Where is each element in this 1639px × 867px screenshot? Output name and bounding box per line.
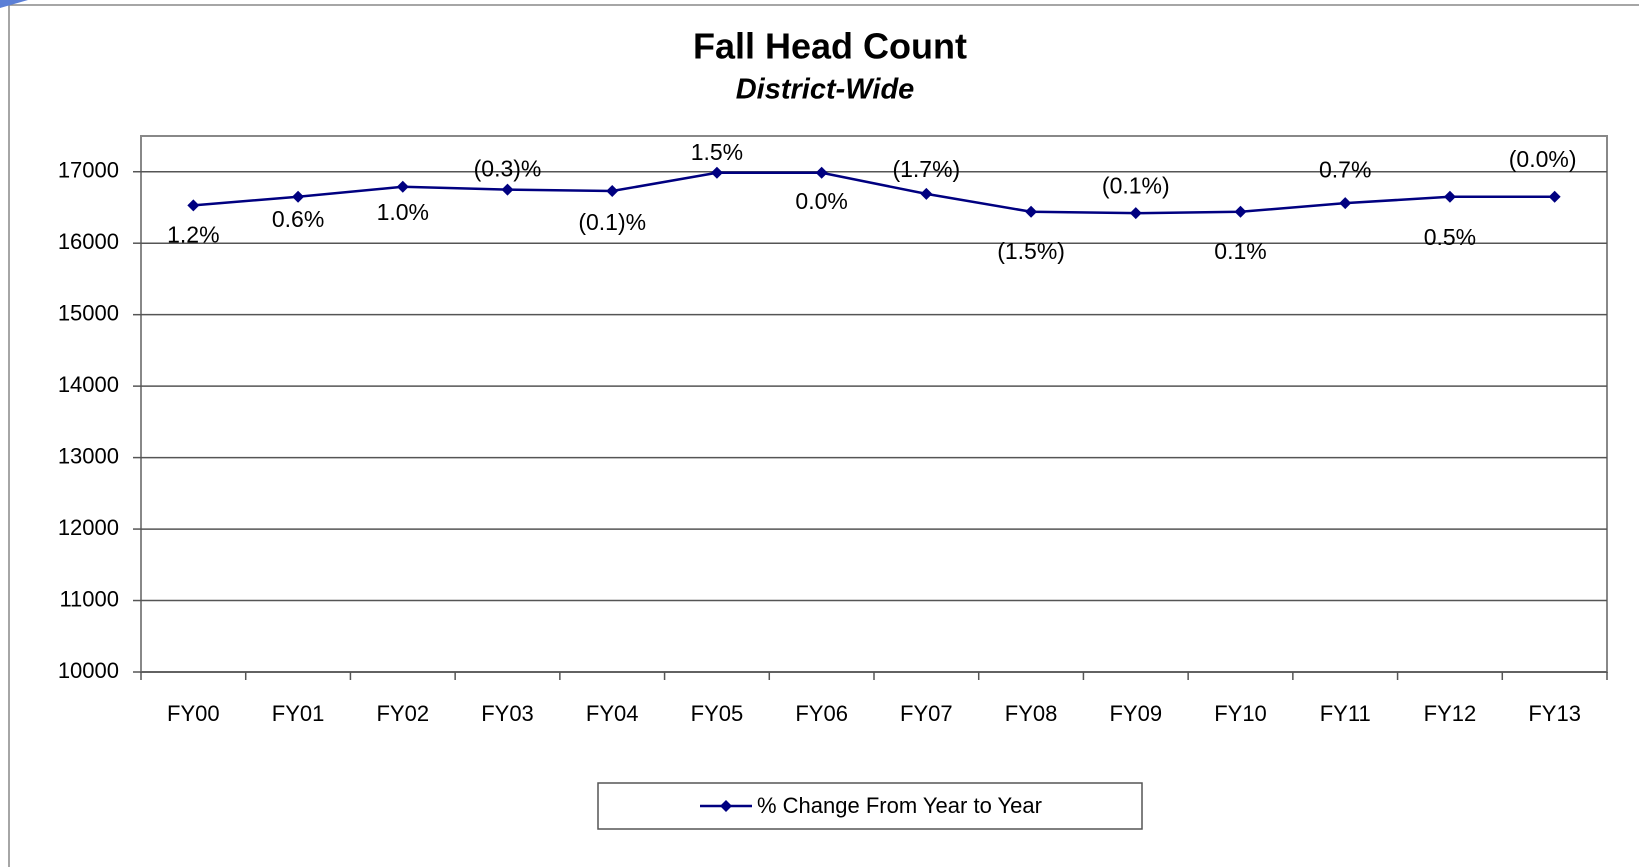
- x-tick-label: FY11: [1320, 701, 1371, 726]
- x-tick-label: FY08: [1005, 701, 1058, 726]
- change-label: 0.6%: [272, 206, 324, 232]
- data-point: [396, 180, 409, 193]
- legend-box: [597, 782, 1143, 830]
- change-label: (0.3)%: [474, 156, 542, 182]
- data-point: [710, 166, 723, 179]
- chart-subtitle: District-Wide: [736, 74, 915, 106]
- data-point: [1339, 197, 1352, 210]
- plot-area: [140, 135, 1608, 673]
- change-label: (1.7%): [892, 156, 960, 182]
- x-tick-label: FY10: [1214, 701, 1267, 726]
- x-tick-label: FY01: [272, 701, 325, 726]
- data-point: [920, 187, 933, 200]
- x-tick-label: FY12: [1424, 701, 1477, 726]
- x-tick-label: FY04: [586, 701, 639, 726]
- data-point: [187, 199, 200, 212]
- x-tick-label: FY06: [795, 701, 848, 726]
- data-point: [292, 190, 305, 203]
- data-point: [1234, 205, 1247, 218]
- change-label: 0.0%: [795, 188, 847, 214]
- legend-label: % Change From Year to Year: [757, 793, 1042, 818]
- legend-marker: [720, 800, 732, 812]
- y-tick-label: 15000: [58, 300, 119, 325]
- x-tick-label: FY09: [1109, 701, 1162, 726]
- data-point: [1443, 190, 1456, 203]
- change-label: 0.7%: [1319, 156, 1371, 182]
- x-tick-label: FY13: [1528, 701, 1581, 726]
- x-tick-label: FY02: [376, 701, 429, 726]
- y-tick-label: 13000: [58, 443, 119, 468]
- change-label: 0.1%: [1214, 238, 1266, 264]
- x-tick-label: FY03: [481, 701, 534, 726]
- y-tick-label: 10000: [58, 658, 119, 683]
- data-point: [1548, 190, 1561, 203]
- chart-frame: [8, 4, 1639, 867]
- chart-title: Fall Head Count: [693, 26, 967, 67]
- y-tick-label: 17000: [58, 158, 119, 183]
- y-tick-label: 11000: [59, 586, 119, 611]
- change-label: 1.2%: [167, 221, 219, 247]
- change-label: 0.5%: [1424, 224, 1476, 250]
- data-point: [606, 185, 619, 198]
- data-point: [501, 183, 514, 196]
- series-line: [193, 171, 1555, 215]
- data-point: [815, 166, 828, 179]
- y-tick-label: 12000: [58, 515, 119, 540]
- change-label: 1.5%: [691, 139, 743, 165]
- change-label: (1.5%): [997, 238, 1065, 264]
- data-point: [1129, 207, 1142, 220]
- change-label: (0.1%): [1102, 172, 1170, 198]
- corner-mark: [0, 0, 28, 8]
- y-tick-label: 14000: [58, 372, 119, 397]
- y-tick-label: 16000: [58, 229, 119, 254]
- change-label: (0.1)%: [578, 209, 646, 235]
- x-tick-label: FY00: [167, 701, 220, 726]
- change-label: 1.0%: [377, 199, 429, 225]
- x-tick-label: FY07: [900, 701, 953, 726]
- data-point: [1025, 205, 1038, 218]
- change-label: (0.0%): [1509, 146, 1577, 172]
- x-tick-label: FY05: [691, 701, 744, 726]
